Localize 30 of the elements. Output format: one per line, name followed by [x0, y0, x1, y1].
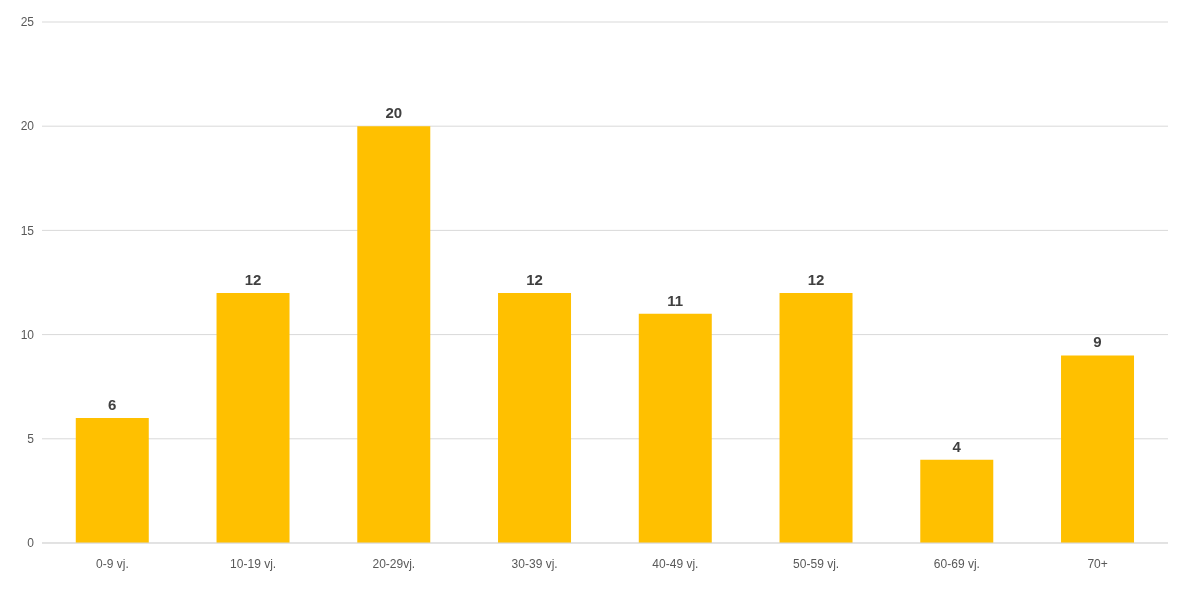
y-tick-label: 0	[27, 536, 35, 551]
bar	[1061, 355, 1135, 543]
x-tick-label: 20-29vj.	[372, 556, 416, 571]
x-tick-label: 10-19 vj.	[230, 556, 277, 571]
y-tick-label: 15	[20, 223, 35, 238]
data-label: 11	[667, 291, 684, 309]
x-tick-label: 30-39 vj.	[511, 556, 558, 571]
x-tick-label: 70+	[1087, 556, 1108, 571]
bar	[75, 417, 149, 543]
data-label: 6	[108, 395, 117, 413]
x-tick-label: 60-69 vj.	[933, 556, 980, 571]
data-label: 20	[385, 104, 403, 122]
bar	[779, 292, 853, 543]
y-tick-label: 25	[20, 15, 35, 30]
data-label: 12	[807, 270, 825, 288]
y-tick-label: 10	[20, 327, 35, 342]
bar	[638, 313, 712, 543]
bar	[498, 292, 572, 543]
y-tick-label: 20	[20, 119, 35, 134]
data-label: 12	[526, 270, 543, 288]
x-tick-label: 0-9 vj.	[96, 556, 129, 571]
bar	[216, 292, 290, 543]
bar	[357, 126, 431, 543]
data-label: 9	[1093, 333, 1102, 351]
bar	[920, 459, 994, 543]
data-label: 4	[952, 437, 962, 455]
x-tick-label: 40-49 vj.	[652, 556, 699, 571]
x-tick-label: 50-59 vj.	[793, 556, 840, 571]
data-label: 12	[244, 270, 262, 288]
y-tick-label: 5	[27, 432, 35, 447]
